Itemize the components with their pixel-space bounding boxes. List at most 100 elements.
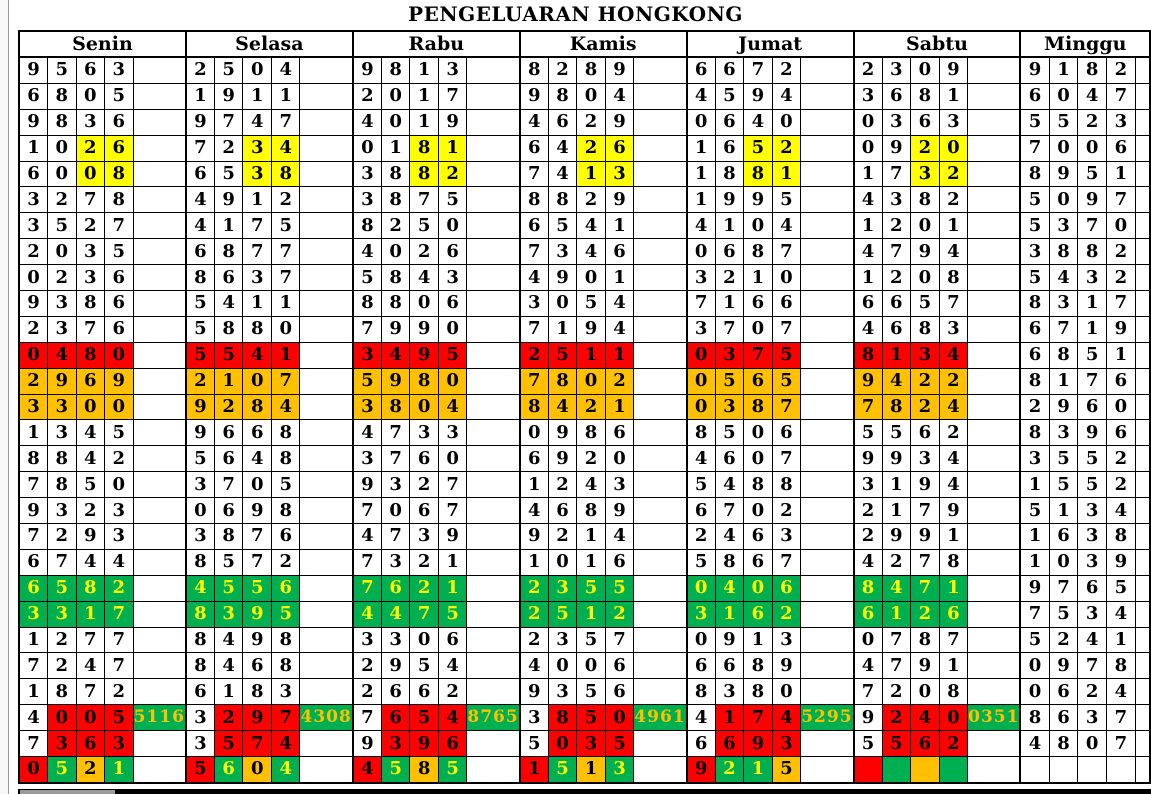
digit-cell-minggu: 0	[1106, 393, 1136, 421]
digit-cell-jumat: 0	[685, 108, 716, 136]
note-cell-senin: 5116	[132, 704, 187, 732]
digit-cell-minggu: 8	[1106, 523, 1136, 550]
digit-cell-jumat: 1	[743, 756, 773, 784]
digit-cell-senin: 7	[104, 600, 134, 628]
digit-cell-kamis: 1	[547, 315, 578, 343]
digit-cell-selasa: 7	[213, 471, 244, 499]
empty-cell	[1134, 626, 1151, 654]
digit-cell-selasa: 1	[270, 341, 301, 369]
digit-cell-minggu: 5	[1019, 497, 1050, 525]
empty-cell	[132, 56, 187, 84]
digit-cell-kamis: 5	[576, 626, 606, 654]
empty-cell	[299, 56, 354, 84]
empty-cell	[800, 290, 855, 317]
empty-cell	[633, 523, 688, 550]
window-left-edge	[0, 0, 9, 794]
digit-cell-senin: 3	[104, 523, 134, 550]
digit-cell-jumat: 1	[714, 600, 745, 628]
digit-cell-selasa: 2	[184, 367, 215, 395]
digit-cell-sabtu	[910, 756, 940, 784]
digit-cell-sabtu: 1	[881, 497, 912, 525]
digit-cell-kamis: 2	[604, 367, 635, 395]
empty-cell	[967, 160, 1021, 188]
empty-cell	[800, 134, 855, 162]
digit-cell-minggu: 8	[1077, 238, 1108, 266]
digit-cell-rabu: 0	[437, 315, 468, 343]
digit-cell-senin: 3	[47, 497, 77, 525]
digit-cell-rabu: 5	[437, 341, 468, 369]
digit-cell-kamis: 8	[576, 56, 606, 84]
digit-cell-rabu: 8	[409, 367, 439, 395]
digit-cell-minggu: 5	[1048, 600, 1079, 628]
digit-cell-selasa: 8	[270, 445, 301, 473]
digit-cell-rabu: 8	[380, 186, 411, 214]
empty-cell	[466, 264, 521, 292]
digit-cell-sabtu: 6	[910, 730, 940, 758]
digit-cell-minggu: 2	[1106, 471, 1136, 499]
digit-cell-selasa: 5	[184, 756, 215, 784]
digit-cell-sabtu: 2	[881, 212, 912, 240]
digit-cell-senin: 5	[104, 82, 134, 110]
digit-cell-jumat: 6	[714, 652, 745, 680]
digit-cell-minggu: 9	[1019, 574, 1050, 602]
digit-cell-rabu: 4	[351, 238, 382, 266]
digit-cell-sabtu: 3	[938, 108, 969, 136]
digit-cell-sabtu: 9	[938, 497, 969, 525]
digit-cell-minggu	[1106, 756, 1136, 784]
digit-cell-senin: 7	[18, 523, 49, 550]
day-header-selasa: Selasa	[184, 30, 354, 58]
digit-cell-senin: 3	[47, 290, 77, 317]
digit-cell-kamis: 3	[576, 730, 606, 758]
digit-cell-rabu: 0	[351, 134, 382, 162]
digit-cell-minggu: 6	[1019, 315, 1050, 343]
digit-cell-senin: 4	[75, 419, 106, 447]
digit-cell-kamis: 4	[547, 160, 578, 188]
digit-cell-selasa: 2	[270, 186, 301, 214]
empty-cell	[299, 186, 354, 214]
digit-cell-senin: 4	[47, 341, 77, 369]
empty-cell	[299, 264, 354, 292]
digit-cell-rabu: 8	[409, 756, 439, 784]
empty-cell	[132, 548, 187, 576]
digit-cell-senin: 9	[47, 367, 77, 395]
empty-cell	[633, 290, 688, 317]
digit-cell-kamis: 9	[518, 523, 549, 550]
digit-cell-rabu: 3	[380, 471, 411, 499]
digit-cell-jumat: 6	[771, 574, 802, 602]
empty-cell	[299, 523, 354, 550]
digit-cell-rabu: 6	[409, 497, 439, 525]
digit-cell-selasa: 2	[270, 548, 301, 576]
digit-cell-kamis: 9	[518, 678, 549, 706]
digit-cell-kamis: 6	[604, 548, 635, 576]
digit-cell-jumat: 3	[771, 626, 802, 654]
digit-cell-kamis: 3	[547, 678, 578, 706]
digit-cell-sabtu: 4	[938, 445, 969, 473]
digit-cell-kamis: 0	[604, 445, 635, 473]
digit-cell-rabu: 2	[437, 678, 468, 706]
digit-cell-selasa: 6	[213, 497, 244, 525]
digit-cell-jumat: 3	[714, 341, 745, 369]
digit-cell-rabu: 8	[380, 56, 411, 84]
digit-cell-kamis: 4	[547, 134, 578, 162]
digit-cell-jumat: 5	[743, 134, 773, 162]
digit-cell-sabtu: 6	[910, 108, 940, 136]
digit-cell-minggu: 2	[1106, 56, 1136, 84]
digit-cell-selasa: 4	[184, 574, 215, 602]
day-header-minggu: Minggu	[1019, 30, 1151, 58]
empty-cell	[132, 652, 187, 680]
digit-cell-selasa: 5	[270, 600, 301, 628]
digit-cell-senin: 9	[75, 523, 106, 550]
digit-cell-jumat: 1	[685, 160, 716, 188]
digit-cell-jumat: 8	[771, 471, 802, 499]
digit-cell-kamis: 9	[604, 108, 635, 136]
digit-cell-jumat: 0	[743, 212, 773, 240]
digit-cell-selasa: 6	[270, 523, 301, 550]
digit-cell-sabtu: 4	[852, 652, 883, 680]
digit-cell-senin: 3	[104, 56, 134, 84]
digit-cell-jumat: 4	[685, 704, 716, 732]
